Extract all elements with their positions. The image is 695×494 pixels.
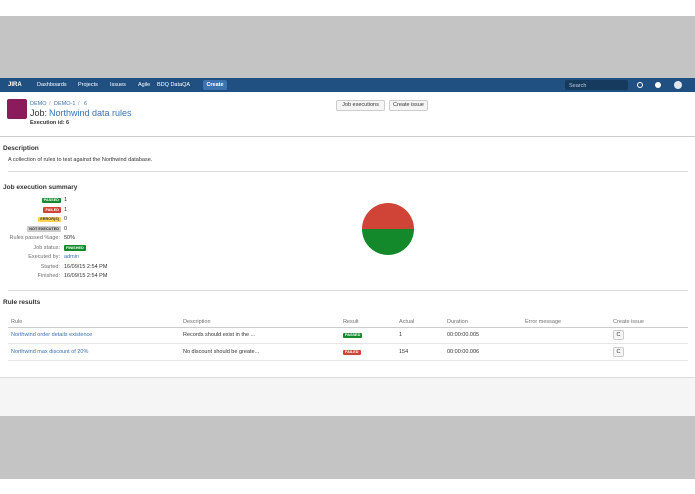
search-box[interactable]: Search <box>565 80 628 90</box>
backdrop <box>0 16 695 78</box>
status-lozenge: NOT EXECUTED <box>27 226 61 232</box>
column-header: Actual <box>399 319 415 325</box>
status-lozenge: FINISHED <box>64 245 86 251</box>
section-title[interactable]: Description <box>3 145 39 152</box>
create-issue-button[interactable]: C <box>613 330 624 340</box>
help-icon[interactable] <box>637 82 643 88</box>
create-issue-button[interactable]: Create issue <box>389 100 428 111</box>
logo[interactable]: JIRA <box>8 81 22 88</box>
status-lozenge: ERROR(S) <box>38 216 61 223</box>
separator: / <box>49 101 51 107</box>
bottom-margin <box>0 479 695 494</box>
create-button[interactable]: Create <box>203 80 227 90</box>
project-avatar <box>7 99 27 119</box>
breadcrumb[interactable]: DEMO <box>30 101 47 107</box>
job-label: Job: <box>30 108 48 118</box>
pie-slice <box>362 229 414 255</box>
description-text: A collection of rules to test against th… <box>8 157 153 163</box>
nav-menu[interactable]: Issues <box>110 82 126 88</box>
job-name[interactable]: Northwind data rules <box>49 108 132 118</box>
column-header: Create issue <box>613 319 644 325</box>
count-value: 0 <box>64 216 68 222</box>
section-title[interactable]: Rule results <box>3 299 41 306</box>
result-lozenge: FAILED <box>343 349 361 356</box>
actual-value: 1 <box>399 332 403 338</box>
breadcrumb[interactable]: 6 <box>84 101 88 107</box>
column-header: Description <box>183 319 211 325</box>
count-value: 1 <box>64 197 68 203</box>
rule-description: Records should exist in the ... <box>183 332 256 338</box>
duration: 00:00:00.005 <box>447 332 480 338</box>
rule-link[interactable]: Northwind order details existence <box>11 332 93 338</box>
field-value: 16/09/15 2:54 PM <box>64 273 108 279</box>
nav-menu[interactable]: BDQ DataQA <box>157 82 191 88</box>
breadcrumb[interactable]: DEMO-1 <box>54 101 76 107</box>
field-label: Job status: <box>33 244 60 251</box>
row-rule <box>8 343 688 344</box>
duration: 00:00:00.006 <box>447 349 480 355</box>
result-pie <box>362 203 414 255</box>
field-value: 50% <box>64 235 76 241</box>
rule-link[interactable]: Northwind max discount of 20% <box>11 349 89 355</box>
job-executions-button[interactable]: Job executions <box>336 100 385 111</box>
search-placeholder: Search <box>569 82 587 89</box>
column-header: Duration <box>447 319 468 325</box>
footer <box>0 377 695 416</box>
field-label: Finished: <box>37 273 60 279</box>
column-header: Error message <box>525 319 562 325</box>
nav-menu[interactable]: Agile <box>138 82 151 88</box>
nav-menu[interactable]: Projects <box>78 82 98 88</box>
count-value: 0 <box>64 225 68 232</box>
field-label: Started: <box>40 263 60 270</box>
divider <box>8 290 688 291</box>
create-issue-button[interactable]: C <box>613 347 624 357</box>
status-lozenge: PASSED <box>41 197 61 204</box>
column-header: Result <box>343 319 359 325</box>
row-rule <box>8 360 688 361</box>
top-margin <box>0 0 695 16</box>
status-lozenge: FAILED <box>43 207 61 213</box>
count-value: 1 <box>64 206 68 213</box>
divider <box>0 136 695 137</box>
column-header: Rule <box>11 319 23 325</box>
header-rule <box>8 327 688 328</box>
pie-slice <box>362 203 414 229</box>
field-label: Executed by: <box>28 254 60 260</box>
section-title[interactable]: Job execution summary <box>3 184 78 191</box>
divider <box>8 171 688 172</box>
field-value: 16/09/15 2:54 PM <box>64 263 108 270</box>
rule-description: No discount should be greate... <box>183 349 260 355</box>
field-value[interactable]: admin <box>64 254 79 260</box>
nav-menu[interactable]: Dashboards <box>37 82 67 88</box>
avatar[interactable] <box>674 81 682 89</box>
result-lozenge: PASSED <box>343 332 363 339</box>
separator: / <box>78 101 80 107</box>
field-label: Rules passed %age: <box>9 235 60 241</box>
actual-value: 154 <box>399 349 409 355</box>
execution-id: Execution id: 6 <box>30 120 70 126</box>
nav-bar: JIRA Dashboards Projects Issues Agile BD… <box>0 78 695 92</box>
settings-icon[interactable] <box>655 82 661 88</box>
backdrop <box>0 416 695 479</box>
